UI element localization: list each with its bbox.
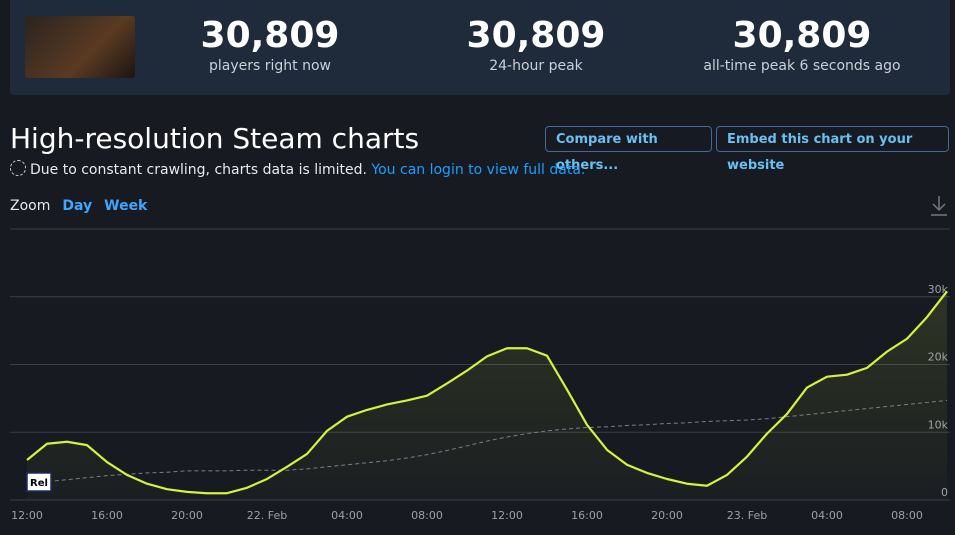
x-tick-label: 20:00 — [651, 509, 683, 522]
series-line — [26, 290, 948, 495]
x-tick-label: 22. Feb — [247, 509, 287, 522]
area-fill — [27, 291, 947, 500]
x-tick-label: 08:00 — [411, 509, 443, 522]
notice: Due to constant crawling, charts data is… — [10, 160, 585, 178]
notice-text: Due to constant crawling, charts data is… — [30, 162, 367, 178]
title: High-resolution Steam charts — [10, 122, 420, 155]
stat: 30,809 players right now — [145, 14, 395, 74]
stat-value: 30,809 — [466, 15, 606, 56]
x-tick-label: 16:00 — [91, 509, 123, 522]
x-tick-label: 08:00 — [891, 509, 923, 522]
stat: 30,809 24-hour peak — [411, 14, 661, 74]
login-link[interactable]: You can login to view full data. — [371, 162, 586, 178]
stat-label: players right now — [209, 58, 331, 74]
zoom-option[interactable]: Day — [62, 198, 93, 214]
x-tick-label: 12:00 — [491, 509, 523, 522]
stat-value: 30,809 — [732, 15, 872, 56]
zoom: Zoom Day Week — [10, 198, 147, 214]
zoom-label: Zoom — [10, 198, 51, 214]
stat-label: all-time peak 6 seconds ago — [703, 58, 901, 74]
annotation-flag — [26, 472, 52, 492]
y-tick-label: 30k — [928, 283, 949, 296]
x-tick-label: 20:00 — [171, 509, 203, 522]
stat: 30,809 all-time peak 6 seconds ago — [677, 14, 927, 74]
x-tick-label: 16:00 — [571, 509, 603, 522]
annotation-text: Rel — [30, 478, 48, 489]
stat-label: 24-hour peak — [489, 58, 583, 74]
notice-icon — [10, 160, 26, 176]
zoom-option[interactable]: Week — [104, 198, 148, 214]
x-tick-label: 04:00 — [811, 509, 843, 522]
stats-panel: 30,809 players right now 30,809 24-hour pe… — [10, 0, 950, 95]
x-tick-label: 12:00 — [11, 509, 43, 522]
x-tick-label: 23. Feb — [727, 509, 767, 522]
compare-button[interactable]: Compare with others... — [545, 126, 712, 173]
x-tick-label: 04:00 — [331, 509, 363, 522]
series-line — [26, 399, 948, 485]
download-icon[interactable] — [931, 196, 947, 216]
embed-button[interactable]: Embed this chart on your website — [716, 126, 949, 173]
game-image — [25, 16, 135, 78]
stat-value: 30,809 — [200, 15, 340, 56]
